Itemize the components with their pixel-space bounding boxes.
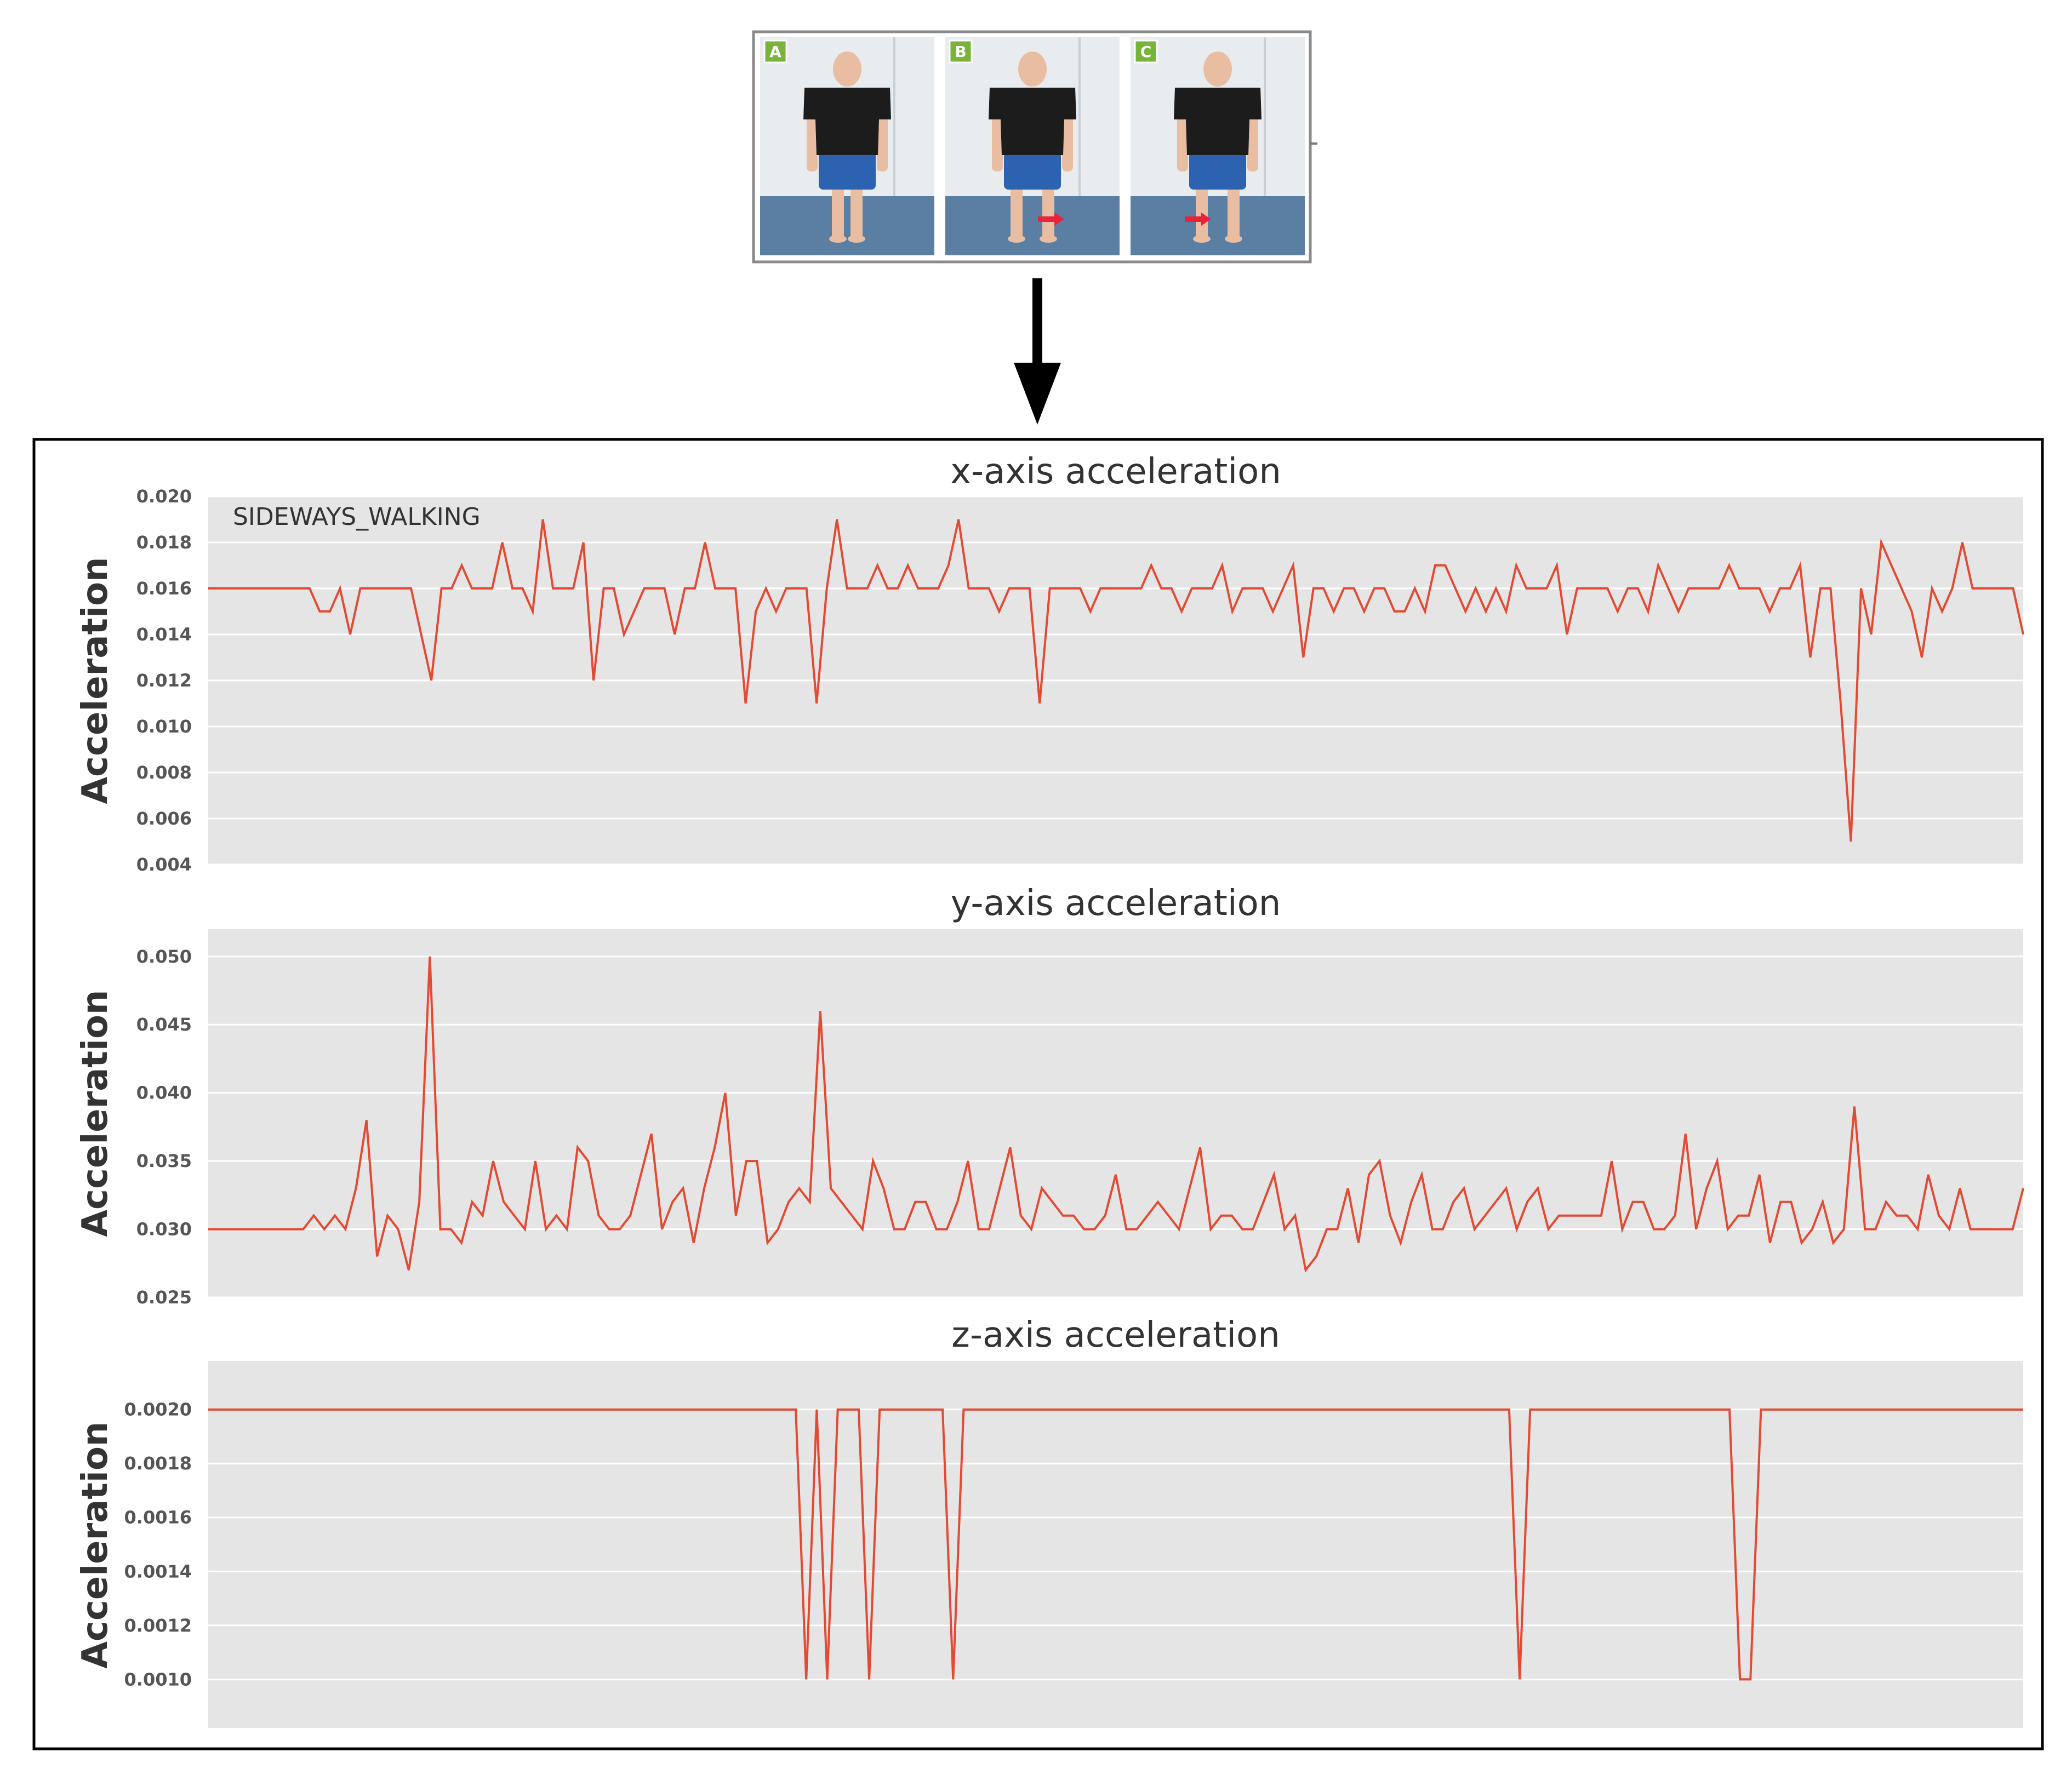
y-tick-label: 0.050 [136,946,192,967]
y-tick-label: 0.035 [136,1151,192,1171]
series-line [208,1408,2023,1681]
y-tick-label: 0.020 [136,486,192,507]
person-foot [1040,235,1057,243]
y-tick-labels: 0.004 0.006 0.008 0.010 0.012 0.014 0.016 0.018… [136,486,192,875]
y-tick-label: 0.012 [136,670,192,691]
person-shirt [803,88,891,155]
y-tick-label: 0.025 [136,1287,192,1308]
photo-floor [945,196,1120,255]
person-leg [1196,185,1208,237]
y-tick-label: 0.008 [136,762,192,783]
photo-panel-c: C [1131,37,1305,255]
y-tick-label: 0.030 [136,1219,192,1240]
y-tick-label: 0.010 [136,716,192,737]
chart-title: x-axis acceleration [950,451,1281,492]
person-head [1203,52,1232,87]
step-arrow-head [1201,213,1211,226]
y-tick-label: 0.016 [136,578,192,599]
y-tick-label: 0.0018 [124,1453,192,1474]
person-shirt [989,88,1076,155]
series-line [208,519,2024,842]
plot-background [208,1361,2023,1728]
panel-label-badge [763,39,787,64]
y-tick-label: 0.0016 [124,1507,192,1528]
y-tick-label: 0.0020 [124,1399,192,1420]
person-shorts [1189,151,1246,190]
activity-annotation: SIDEWAYS_WALKING [233,503,481,531]
person-head [1018,52,1047,87]
photo-panel-a: A [760,37,934,255]
gridlines [208,955,2023,1298]
person-leg [1042,185,1054,237]
person-leg [832,185,844,237]
person-leg [851,185,863,237]
chart-title: z-axis acceleration [951,1315,1280,1355]
step-arrow [1185,216,1201,222]
panel-label-badge [949,39,973,64]
person-foot [1008,235,1025,243]
photo-floor [760,196,934,255]
y-tick-label: 0.006 [136,808,192,829]
y-tick-labels: 0.0010 0.0012 0.0014 0.0016 0.0018 0.0020 [124,1399,192,1690]
photo-strip: A B C [752,30,1317,264]
y-tick-label: 0.018 [136,532,192,553]
y-tick-label: 0.014 [136,624,192,645]
y-tick-label: 0.004 [136,854,192,875]
photo-panels: A B C [760,37,1305,255]
chart-x-axis-acceleration: 0.004 0.006 0.008 0.010 0.012 0.014 0.016 0.018… [75,451,2024,875]
person-shorts [1004,151,1061,190]
person-leg [1228,185,1240,237]
person-shirt [1174,88,1262,155]
y-axis-label: Acceleration [75,557,116,804]
y-axis-label: Acceleration [75,1422,116,1669]
photo-panel-b: B [945,37,1120,255]
photo-floor [1131,196,1305,255]
chart-y-axis-acceleration: 0.025 0.030 0.035 0.040 0.045 0.050 y-axis ac… [75,883,2024,1308]
panel-label-badge [1134,39,1158,64]
y-tick-label: 0.045 [136,1014,192,1035]
y-tick-label: 0.0010 [124,1669,192,1690]
person-foot [1225,235,1242,243]
person-leg [1011,185,1023,237]
y-tick-label: 0.0012 [124,1615,192,1636]
flow-arrow-head [1014,363,1061,425]
panel-label: B [955,43,966,61]
y-tick-labels: 0.025 0.030 0.035 0.040 0.045 0.050 [136,946,192,1308]
gridlines [208,495,2023,866]
panel-label: C [1140,43,1152,61]
person-foot [829,235,847,243]
chart-title: y-axis acceleration [951,883,1281,924]
chart-z-axis-acceleration: 0.0010 0.0012 0.0014 0.0016 0.0018 0.0020 z-a… [75,1315,2023,1728]
person-foot [848,235,865,243]
flow-arrow [1014,278,1061,425]
y-tick-label: 0.0014 [124,1561,192,1582]
person-shorts [819,151,876,190]
plot-background [208,929,2023,1297]
step-arrow-head [1054,213,1064,226]
panel-label: A [769,43,781,61]
person-head [833,52,861,87]
person-foot [1193,235,1211,243]
step-arrow [1038,216,1054,222]
series-line [208,956,2024,1273]
y-axis-label: Acceleration [75,990,116,1237]
y-tick-label: 0.040 [136,1083,192,1103]
